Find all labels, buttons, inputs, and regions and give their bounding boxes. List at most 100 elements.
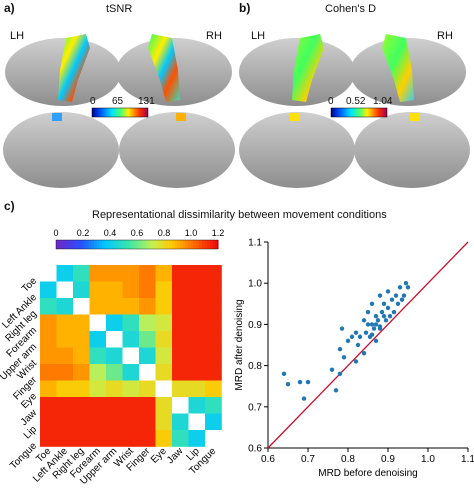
colorbar-segment [215, 240, 219, 249]
heatmap-cell [205, 298, 222, 315]
heatmap-cell [155, 364, 173, 381]
scatter-point [383, 318, 389, 323]
colorbar-tick-label: 1.0 [185, 228, 198, 238]
heatmap-cell [40, 314, 57, 332]
heatmap-cell [188, 380, 206, 398]
mrd-scatter-plot: 0.6 0.7 0.8 0.9 1.0 1.1 0.6 0.7 0.8 0.9 1.0 1.1 MRD … [234, 238, 474, 480]
scatter-point [377, 293, 383, 298]
heatmap-cell [172, 298, 189, 315]
brain-b-lh-medial [239, 112, 355, 188]
y-tick-label: 0.9 [248, 320, 262, 331]
colorbar-segment [166, 240, 170, 249]
heatmap-cell [56, 265, 74, 282]
heatmap-cell [139, 364, 156, 381]
heatmap-cell [205, 397, 222, 414]
heatmap-cell [40, 265, 57, 282]
colorbar-segment [115, 240, 119, 249]
heatmap-cell [122, 347, 140, 365]
scatter-point [301, 396, 307, 401]
colorbar-segment [131, 240, 135, 249]
heatmap-cell [89, 397, 107, 414]
heatmap-cell [188, 347, 206, 365]
heatmap-cell [89, 298, 107, 315]
heatmap-cell [106, 331, 123, 348]
heatmap-cell [106, 265, 123, 282]
colorbar-a [91, 107, 149, 118]
colorbar-segment [64, 240, 68, 249]
heatmap-cell [56, 314, 74, 332]
scatter-point [337, 371, 343, 377]
heatmap-cell [122, 265, 140, 282]
colorbar-segment [139, 240, 143, 249]
brain-a-rh-lateral [116, 34, 232, 106]
heatmap-cell [205, 413, 222, 431]
heatmap-cell [172, 281, 189, 299]
heatmap-cell [122, 281, 140, 299]
heatmap-cell [40, 364, 57, 381]
colorbar-segment [110, 240, 114, 249]
x-axis-label: MRD before denoising [318, 468, 418, 479]
colorbar-b-tick-mid: 0.52 [346, 96, 366, 107]
colorbar-segment [104, 240, 108, 249]
colorbar-segment [172, 240, 176, 249]
scatter-point [377, 324, 383, 329]
scatter-point [337, 346, 343, 352]
scatter-point [391, 309, 397, 315]
scatter-point [399, 297, 405, 302]
colorbar-segment [120, 240, 124, 249]
heatmap-cell [188, 430, 206, 447]
heatmap-cell [89, 281, 107, 299]
heatmap-cell [73, 430, 90, 447]
heatmap-cell [172, 380, 189, 398]
colorbar-segment [201, 240, 205, 249]
heatmap-cell [155, 265, 173, 282]
heatmap-cell [73, 380, 90, 398]
scatter-point [357, 334, 363, 339]
scatter-point [365, 309, 371, 315]
scatter-point [345, 338, 351, 344]
heatmap-cell [73, 397, 90, 414]
scatter-point [361, 351, 367, 356]
colorbar-tick-label: 0.4 [104, 228, 117, 238]
heatmap-cell [155, 380, 173, 398]
heatmap-cell [122, 331, 140, 348]
heatmap-cell [89, 331, 107, 348]
scatter-point [297, 379, 303, 385]
colorbar-segment [142, 240, 146, 249]
heatmap-cell [73, 265, 90, 282]
colorbar-segment [88, 240, 92, 249]
colorbar-a-tick-max: 131 [138, 96, 155, 107]
heatmap-cell [89, 314, 107, 332]
heatmap-cell [89, 380, 107, 398]
colorbar-segment [188, 240, 192, 249]
heatmap-cell [139, 298, 156, 315]
heatmap-cell [73, 331, 90, 348]
heatmap-cell [188, 298, 206, 315]
scatter-point [373, 313, 379, 319]
colorbar-segment [77, 240, 81, 249]
brain-a-rh-medial [119, 112, 235, 188]
colorbar-segment [128, 240, 133, 249]
colorbar-segment [66, 240, 70, 249]
scatter-point [387, 313, 393, 319]
scatter-point [397, 285, 403, 290]
heatmap-cell [73, 347, 90, 365]
heatmap-cell [139, 380, 156, 398]
heatmap-cell [122, 314, 140, 332]
heatmap-cell [122, 413, 140, 431]
scatter-point [375, 318, 381, 323]
colorbar-outline [55, 239, 219, 250]
heatmap-col-label: Eye [149, 446, 169, 466]
heatmap-cell [155, 314, 173, 332]
colorbar-segment [80, 240, 84, 249]
colorbar-segment [155, 240, 160, 249]
brain-a-lh-lateral [5, 34, 121, 106]
colorbar-segment [61, 240, 65, 249]
heatmap-cell [188, 397, 206, 414]
colorbar-segment [150, 240, 154, 249]
heatmap-cell [73, 281, 90, 299]
heatmap-cell [122, 298, 140, 315]
heatmap-cell [172, 413, 189, 431]
colorbar-segment [126, 240, 130, 249]
scatter-point [401, 293, 407, 298]
